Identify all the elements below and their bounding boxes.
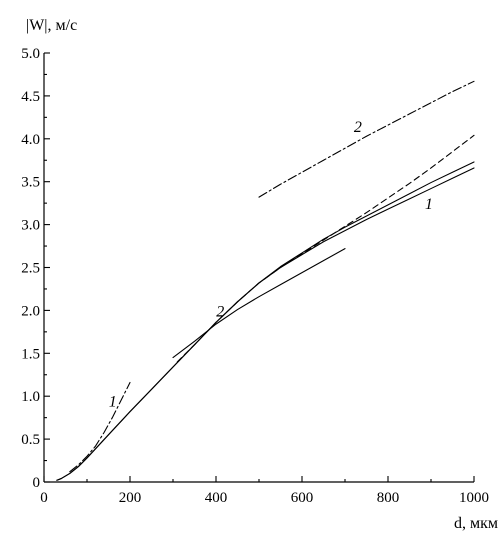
- x-tick-label: 800: [377, 490, 400, 506]
- curve-label: 2: [354, 119, 362, 136]
- x-tick-label: 0: [40, 490, 48, 506]
- x-tick-label: 400: [205, 490, 228, 506]
- series-line-3: [172, 248, 346, 359]
- annotation-layer: 1 1 2 2: [109, 119, 433, 411]
- x-tick-label: 200: [119, 490, 142, 506]
- axes: 0 0.5 1.0 1.5 2.0 2.5 3.0 3.5 4.0 4.5 5.0 0 200 400 60…: [21, 46, 489, 506]
- y-tick-label: 3.5: [21, 175, 40, 191]
- x-tick-label: 600: [291, 490, 314, 506]
- x-tick-label: 1000: [459, 490, 489, 506]
- x-axis-title: d, мкм: [454, 515, 498, 532]
- y-tick-label: 4.5: [21, 89, 40, 105]
- y-tick-label: 1.0: [21, 389, 40, 405]
- series-line-2: [56, 161, 475, 481]
- series-line-6: [258, 80, 475, 198]
- curve-label: 1: [425, 196, 433, 213]
- series-line-5: [69, 381, 131, 473]
- y-tick-label: 4.0: [21, 132, 40, 148]
- curve-label: 2: [216, 303, 224, 320]
- y-tick-label: 2.5: [21, 261, 40, 277]
- y-tick-label: 5.0: [21, 46, 40, 62]
- series-layer: [56, 80, 475, 481]
- series-line-4: [176, 134, 475, 363]
- y-tick-label: 3.0: [21, 218, 40, 234]
- series-line-1: [56, 167, 475, 481]
- y-tick-label: 0.5: [21, 432, 40, 448]
- y-tick-label: 1.5: [21, 346, 40, 362]
- curve-label: 1: [109, 393, 117, 410]
- y-axis-title: |W|, м/с: [26, 17, 77, 34]
- y-tick-label: 2.0: [21, 303, 40, 319]
- y-tick-label: 0: [33, 475, 41, 491]
